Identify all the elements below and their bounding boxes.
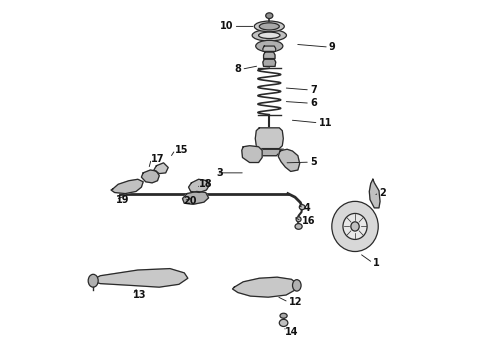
Text: 9: 9 — [329, 42, 336, 52]
Ellipse shape — [266, 13, 273, 18]
Polygon shape — [189, 179, 209, 193]
Text: 20: 20 — [184, 196, 197, 206]
Text: 17: 17 — [151, 154, 165, 163]
Ellipse shape — [280, 313, 287, 318]
Ellipse shape — [295, 224, 302, 229]
Ellipse shape — [259, 23, 279, 30]
Polygon shape — [255, 128, 283, 149]
Ellipse shape — [256, 40, 283, 52]
Ellipse shape — [332, 201, 378, 252]
Text: 2: 2 — [379, 188, 386, 198]
Ellipse shape — [351, 222, 359, 231]
Text: 10: 10 — [220, 21, 234, 31]
Text: 3: 3 — [217, 168, 223, 178]
Ellipse shape — [88, 274, 98, 287]
Text: 5: 5 — [310, 157, 317, 167]
Polygon shape — [232, 277, 298, 297]
Text: 19: 19 — [116, 195, 129, 204]
Polygon shape — [263, 59, 276, 66]
Polygon shape — [154, 163, 168, 174]
Text: 11: 11 — [318, 118, 332, 128]
Text: 14: 14 — [285, 327, 298, 337]
Polygon shape — [91, 269, 188, 287]
Polygon shape — [369, 179, 380, 208]
Polygon shape — [255, 149, 284, 156]
Text: 6: 6 — [310, 98, 317, 108]
Text: 13: 13 — [132, 290, 146, 300]
Polygon shape — [263, 46, 276, 51]
Text: 12: 12 — [289, 297, 302, 307]
Polygon shape — [111, 179, 143, 194]
Text: 1: 1 — [373, 258, 380, 268]
Ellipse shape — [296, 217, 301, 222]
Ellipse shape — [279, 319, 288, 327]
Text: 15: 15 — [175, 145, 189, 155]
Ellipse shape — [259, 32, 280, 39]
Ellipse shape — [299, 204, 305, 210]
Text: 4: 4 — [304, 203, 311, 213]
Polygon shape — [182, 192, 209, 204]
Text: 18: 18 — [199, 179, 213, 189]
Polygon shape — [278, 149, 300, 171]
Ellipse shape — [254, 21, 284, 32]
Ellipse shape — [252, 30, 287, 41]
Ellipse shape — [343, 213, 367, 239]
Text: 8: 8 — [235, 64, 242, 74]
Text: 7: 7 — [310, 85, 317, 95]
Ellipse shape — [293, 280, 301, 291]
Text: 16: 16 — [301, 216, 315, 226]
Polygon shape — [142, 170, 159, 183]
Polygon shape — [242, 146, 262, 162]
Polygon shape — [264, 52, 275, 59]
